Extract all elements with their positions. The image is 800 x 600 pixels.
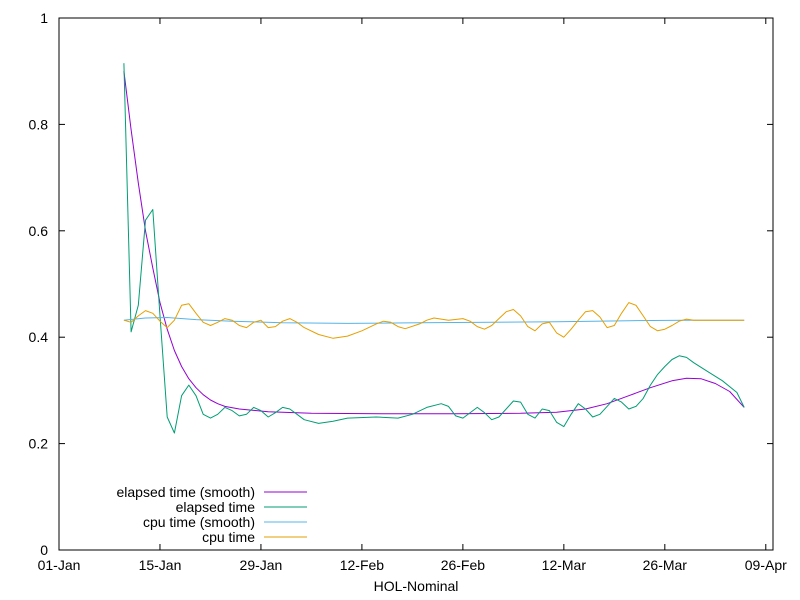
tick-labels: 0 0.2 0.4 0.6 0.8 1 01-Jan 15-Jan 29-Jan 12-Feb 26… bbox=[29, 10, 788, 573]
series-line bbox=[123, 317, 745, 324]
series-line bbox=[123, 71, 745, 415]
x-tick-label: 01-Jan bbox=[38, 557, 81, 573]
x-tick-label: 26-Feb bbox=[441, 557, 486, 573]
series-line bbox=[123, 63, 745, 434]
y-tick-label: 1 bbox=[40, 10, 48, 26]
plot-frame bbox=[58, 17, 774, 551]
x-tick-label: 29-Jan bbox=[240, 557, 283, 573]
x-axis-title: HOL-Nominal bbox=[374, 578, 459, 594]
legend-label: elapsed time bbox=[176, 499, 256, 515]
x-tick-label: 15-Jan bbox=[139, 557, 182, 573]
legend-label: cpu time bbox=[202, 529, 255, 545]
series-line bbox=[123, 302, 745, 339]
y-tick-label: 0.8 bbox=[29, 116, 49, 132]
y-tick-label: 0.4 bbox=[29, 329, 49, 345]
y-tick-label: 0 bbox=[40, 542, 48, 558]
x-tick-label: 09-Apr bbox=[745, 557, 787, 573]
x-tick-label: 12-Feb bbox=[340, 557, 385, 573]
x-tick-label: 26-Mar bbox=[643, 557, 688, 573]
series-lines bbox=[123, 63, 745, 434]
legend-label: cpu time (smooth) bbox=[143, 514, 255, 530]
x-tick-label: 12-Mar bbox=[542, 557, 587, 573]
y-tick-label: 0.2 bbox=[29, 436, 49, 452]
axis-ticks bbox=[58, 17, 773, 551]
legend-label: elapsed time (smooth) bbox=[116, 484, 255, 500]
y-tick-label: 0.6 bbox=[29, 223, 49, 239]
